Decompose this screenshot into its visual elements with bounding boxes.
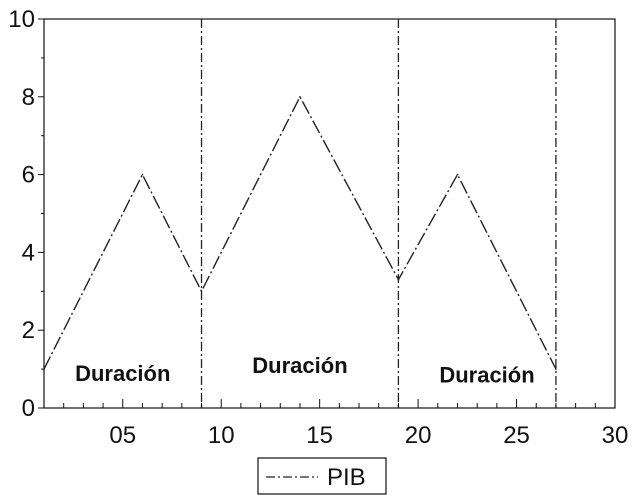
data-point xyxy=(141,173,144,176)
series-group xyxy=(43,95,557,370)
duration-label: Duración xyxy=(439,363,534,388)
y-tick-label: 2 xyxy=(22,317,35,344)
legend-label: PIB xyxy=(327,464,366,491)
data-point xyxy=(555,368,557,370)
plot-frame xyxy=(43,18,616,409)
x-axis: 05 10 15 20 25 30 xyxy=(63,399,629,449)
data-point xyxy=(397,278,400,281)
y-tick-label: 6 xyxy=(22,162,35,189)
series-line-pib xyxy=(43,95,557,370)
legend-box xyxy=(257,457,387,495)
data-point xyxy=(200,290,203,293)
duration-label: Duración xyxy=(75,361,170,386)
x-tick-label: 25 xyxy=(503,422,530,449)
data-point xyxy=(299,96,301,98)
data-point xyxy=(456,173,459,176)
y-axis: 0 2 4 6 8 10 xyxy=(8,6,44,422)
x-tick-label: 10 xyxy=(208,422,235,449)
x-tick-label: 20 xyxy=(405,422,432,449)
y-tick-label: 10 xyxy=(8,6,35,33)
vertical-lines xyxy=(200,19,557,408)
y-tick-label: 4 xyxy=(22,239,35,266)
x-tick-label: 15 xyxy=(306,422,333,449)
annotations: Duración Duración Duración xyxy=(75,353,535,388)
legend: PIB xyxy=(257,457,387,495)
y-tick-label: 8 xyxy=(22,84,35,111)
x-tick-label: 05 xyxy=(109,422,136,449)
duration-label: Duración xyxy=(252,353,347,378)
x-tick-label: 30 xyxy=(602,422,629,449)
y-tick-label: 0 xyxy=(22,395,35,422)
